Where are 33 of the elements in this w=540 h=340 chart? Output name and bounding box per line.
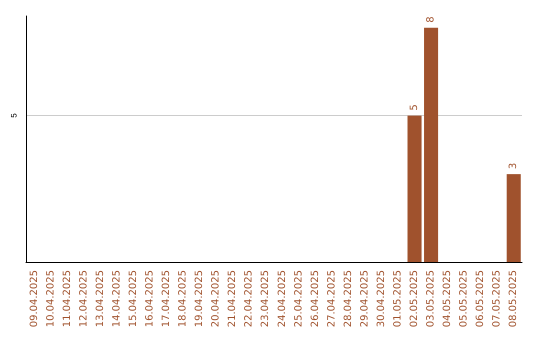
x-tick-label: 21.04.2025 [227,270,238,328]
x-tick-label: 08.05.2025 [508,270,520,328]
x-tick-label: 17.04.2025 [161,270,172,328]
x-tick-label: 11.04.2025 [62,270,73,328]
x-tick-label: 26.04.2025 [310,270,321,328]
data-label: 3 [508,162,520,170]
x-tick-label: 22.04.2025 [244,270,255,328]
x-tick-label: 15.04.2025 [128,270,139,328]
x-tick-label: 12.04.2025 [78,270,90,328]
x-tick-label: 09.04.2025 [28,270,40,328]
x-tick-label: 01.05.2025 [392,270,404,328]
x-tick-label: 14.04.2025 [111,270,122,328]
x-tick-label: 20.04.2025 [210,270,222,328]
data-label: 8 [426,16,437,23]
x-tick-label: 03.05.2025 [426,270,437,328]
x-tick-label: 13.04.2025 [94,270,106,328]
x-tick-label: 16.04.2025 [144,270,156,328]
x-tick-label: 18.04.2025 [178,270,189,328]
x-tick-label: 04.05.2025 [442,270,454,328]
data-label: 5 [409,104,420,111]
x-tick-label: 27.04.2025 [326,270,338,328]
x-tick-label: 25.04.2025 [293,270,304,328]
x-tick-label: 23.04.2025 [260,270,272,328]
x-tick-label: 07.05.2025 [492,270,503,328]
x-tick-label: 10.04.2025 [45,270,56,328]
x-tick-label: 28.04.2025 [342,270,354,328]
x-tick-label: 30.04.2025 [376,270,387,328]
x-tick-label: 19.04.2025 [194,270,206,328]
x-tick-label: 02.05.2025 [409,270,420,328]
x-tick-label: 05.05.2025 [458,270,470,328]
x-tick-label: 24.04.2025 [276,270,288,328]
x-tick-label: 06.05.2025 [475,270,486,328]
x-tick-label: 29.04.2025 [359,270,370,328]
